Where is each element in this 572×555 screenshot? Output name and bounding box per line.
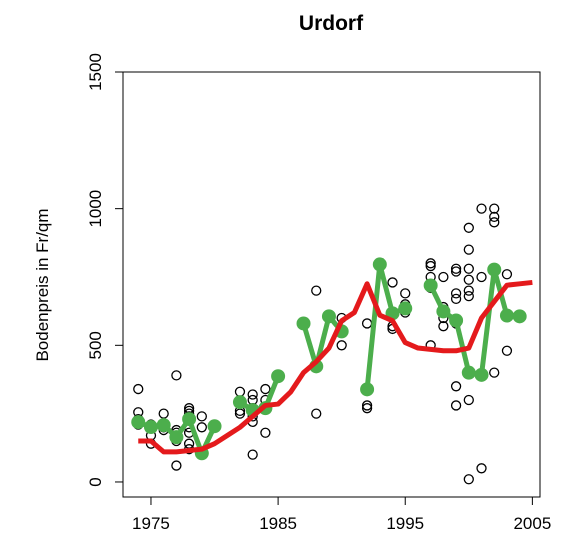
- data-point: [463, 274, 474, 285]
- data-point: [438, 271, 449, 283]
- mean-point: [143, 420, 158, 435]
- data-point: [425, 260, 436, 272]
- mean-point: [436, 304, 451, 319]
- mean-point: [232, 395, 247, 410]
- data-point: [489, 367, 500, 378]
- mean-point: [131, 415, 146, 430]
- mean-point: [461, 365, 476, 380]
- data-point: [438, 321, 449, 332]
- data-point: [463, 474, 474, 485]
- series-line: [301, 313, 344, 369]
- data-point: [158, 408, 169, 419]
- data-point: [489, 217, 500, 228]
- data-point: [361, 400, 373, 411]
- data-point: [489, 203, 500, 214]
- y-tick-label: 500: [86, 331, 105, 359]
- data-point: [501, 345, 513, 356]
- mean-point: [296, 316, 311, 331]
- mean-point: [182, 412, 197, 427]
- data-point: [311, 285, 322, 296]
- data-point: [463, 222, 474, 233]
- data-point: [196, 411, 207, 422]
- data-point: [450, 400, 462, 411]
- data-point: [450, 381, 462, 392]
- data-point: [425, 258, 436, 269]
- data-point: [463, 290, 474, 302]
- chart-title: Urdorf: [299, 12, 364, 35]
- mean-point: [207, 419, 222, 434]
- data-point: [463, 285, 474, 296]
- data-point: [400, 288, 411, 299]
- data-point: [171, 460, 182, 471]
- data-point: [260, 427, 271, 438]
- mean-point: [360, 382, 375, 397]
- x-tick-label: 1975: [132, 514, 170, 533]
- mean-point: [512, 309, 527, 324]
- data-point: [387, 277, 398, 288]
- data-point: [234, 386, 246, 397]
- series-line: [138, 279, 533, 455]
- data-point: [133, 383, 144, 395]
- data-point: [450, 263, 462, 274]
- mean-point: [449, 313, 464, 328]
- data-point: [361, 318, 373, 329]
- data-point: [463, 394, 474, 406]
- data-point: [463, 244, 474, 255]
- data-point: [196, 422, 207, 433]
- mean-point: [499, 308, 514, 323]
- y-tick-label: 1500: [86, 53, 105, 91]
- data-point: [476, 271, 487, 283]
- data-point: [361, 403, 373, 414]
- data-point: [489, 211, 500, 223]
- data-point: [247, 449, 258, 460]
- series-line: [364, 261, 407, 390]
- y-tick-label: 0: [86, 477, 105, 486]
- data-point: [247, 389, 258, 400]
- data-point: [501, 269, 513, 280]
- data-point: [336, 340, 347, 351]
- plot-box: [122, 71, 541, 498]
- data-point: [450, 266, 462, 277]
- data-point: [476, 463, 487, 474]
- data-point: [450, 293, 462, 304]
- data-point: [311, 408, 322, 419]
- data-point: [260, 383, 271, 395]
- mean-point: [271, 369, 286, 384]
- x-tick-label: 1985: [259, 514, 297, 533]
- x-tick-label: 2005: [513, 514, 551, 533]
- y-axis-label: Bodenpreis in Fr/qm: [33, 208, 52, 361]
- mean-point: [169, 430, 184, 445]
- mean-point: [423, 278, 438, 293]
- mean-point: [156, 418, 171, 433]
- mean-point: [487, 262, 502, 277]
- x-tick-label: 1995: [386, 514, 424, 533]
- mean-point: [474, 367, 489, 382]
- mean-point: [372, 257, 387, 272]
- data-point: [171, 370, 182, 381]
- data-point: [476, 203, 487, 214]
- y-tick-label: 1000: [86, 190, 105, 228]
- data-point: [463, 263, 474, 274]
- mean-point: [398, 301, 413, 316]
- mean-point: [321, 309, 336, 324]
- data-point: [450, 288, 462, 299]
